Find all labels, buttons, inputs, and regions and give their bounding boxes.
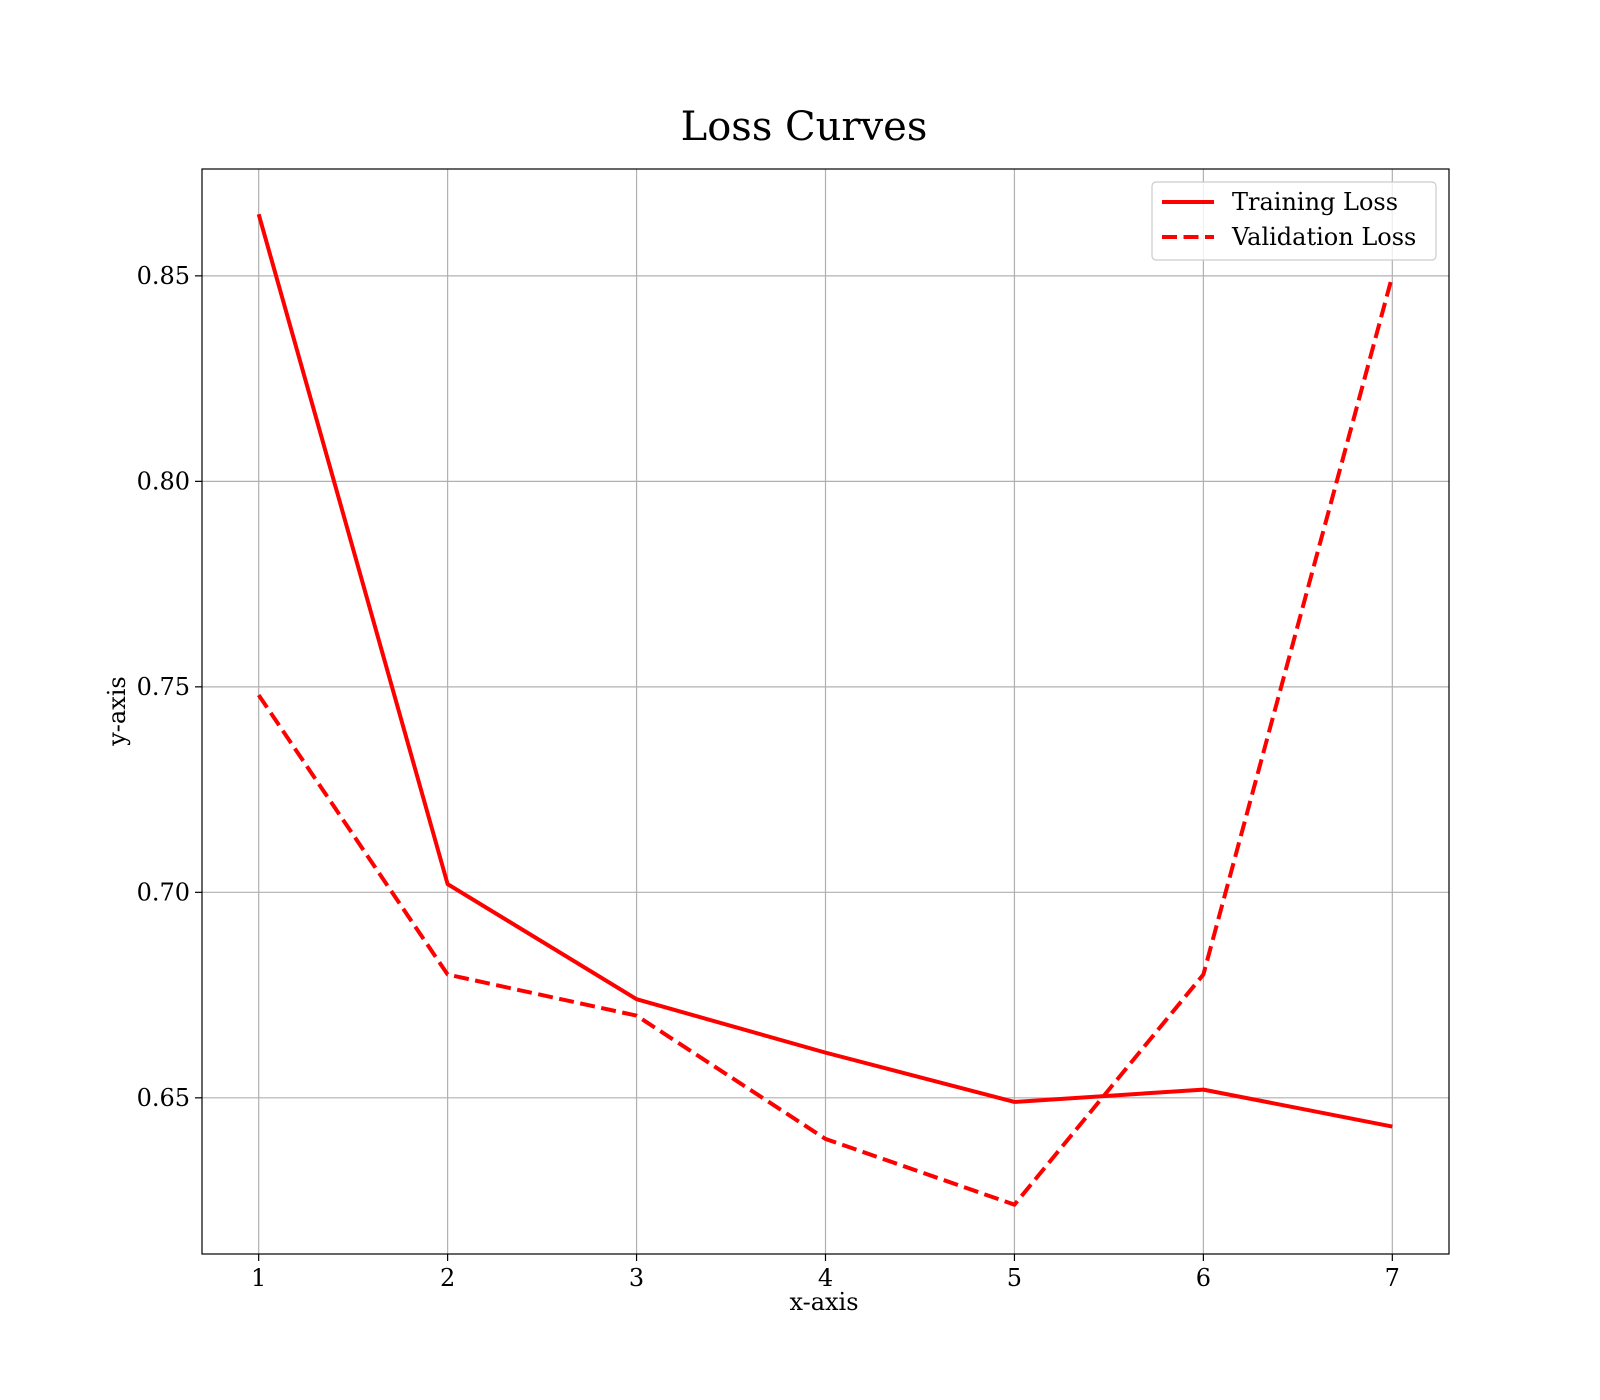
legend-box xyxy=(1151,181,1437,261)
grid xyxy=(202,169,1449,1254)
x-tick-label: 6 xyxy=(1196,1264,1211,1292)
y-tick-label: 0.65 xyxy=(137,1084,190,1112)
y-tick-label: 0.80 xyxy=(137,467,190,495)
y-tick-label: 0.85 xyxy=(137,262,190,290)
y-axis-ticks: 0.65 0.70 0.75 0.80 0.85 xyxy=(137,262,202,1112)
x-tick-label: 1 xyxy=(251,1264,266,1292)
y-axis-label: y-axis xyxy=(103,676,131,747)
x-axis-ticks: 1 2 3 4 5 6 7 xyxy=(251,1254,1400,1292)
x-tick-label: 5 xyxy=(1007,1264,1022,1292)
validation-loss-line xyxy=(257,275,1395,1207)
training-loss-line xyxy=(256,213,1393,1129)
x-tick-label: 7 xyxy=(1385,1264,1400,1292)
x-tick-label: 3 xyxy=(629,1264,644,1292)
chart-title: Loss Curves xyxy=(681,104,928,150)
y-tick-label: 0.75 xyxy=(137,673,190,701)
legend-label: Training Loss xyxy=(1232,188,1398,216)
x-tick-label: 2 xyxy=(440,1264,455,1292)
y-tick-label: 0.70 xyxy=(137,878,190,906)
legend-label: Validation Loss xyxy=(1231,223,1416,251)
x-tick-label: 4 xyxy=(818,1264,833,1292)
series-lines xyxy=(256,213,1395,1207)
legend: Training Loss Validation Loss xyxy=(1151,181,1437,261)
x-axis-label: x-axis xyxy=(789,1288,858,1316)
